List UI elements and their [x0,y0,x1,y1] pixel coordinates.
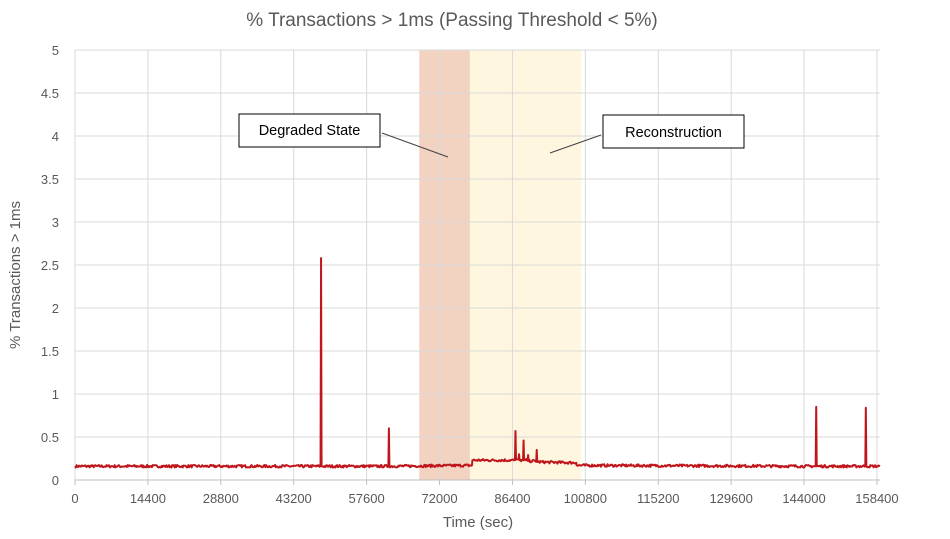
x-tick-label: 14400 [130,491,166,506]
callout-degraded-leader [381,132,449,158]
callout-reconstruction: Reconstruction [549,114,745,154]
y-tick-label: 0.5 [41,430,59,445]
x-tick-label: 129600 [709,491,752,506]
x-tick-label: 72000 [421,491,457,506]
y-tick-label: 4.5 [41,86,59,101]
callout-reconstruction-leader [549,134,602,154]
y-tick-label: 3.5 [41,172,59,187]
callout-degraded-box [238,113,381,148]
x-tick-label: 43200 [276,491,312,506]
y-tick-label: 1.5 [41,344,59,359]
chart-title: % Transactions > 1ms (Passing Threshold … [246,10,658,31]
y-axis-ticks: 0 0.5 1 1.5 2 2.5 3 3.5 4 4.5 5 [41,43,59,488]
x-axis-title: Time (sec) [443,514,513,531]
x-tick-label: 158400 [855,491,898,506]
callout-reconstruction-box [602,114,745,149]
x-tick-label: 0 [71,491,78,506]
x-tick-label: 115200 [637,491,679,506]
x-axis-ticks: 0 14400 28800 43200 57600 72000 86400 100800 115… [71,480,899,506]
x-tick-label: 57600 [349,491,385,506]
series-layer [74,257,881,469]
callout-degraded-state: Degraded State [238,113,449,158]
y-tick-label: 1 [52,387,59,402]
y-tick-label: 5 [52,43,59,58]
x-tick-label: 28800 [203,491,239,506]
series-line [74,257,881,469]
y-tick-label: 0 [52,473,59,488]
y-tick-label: 2 [52,301,59,316]
x-tick-label: 100800 [564,491,607,506]
callout-reconstruction-label: Reconstruction [625,125,722,141]
y-tick-label: 4 [52,129,59,144]
y-tick-label: 3 [52,215,59,230]
y-tick-label: 2.5 [41,258,59,273]
x-tick-label: 144000 [782,491,825,506]
x-tick-label: 86400 [494,491,530,506]
y-axis-title: % Transactions > 1ms [7,201,24,349]
gridlines [74,49,880,480]
callout-degraded-label: Degraded State [259,123,361,139]
